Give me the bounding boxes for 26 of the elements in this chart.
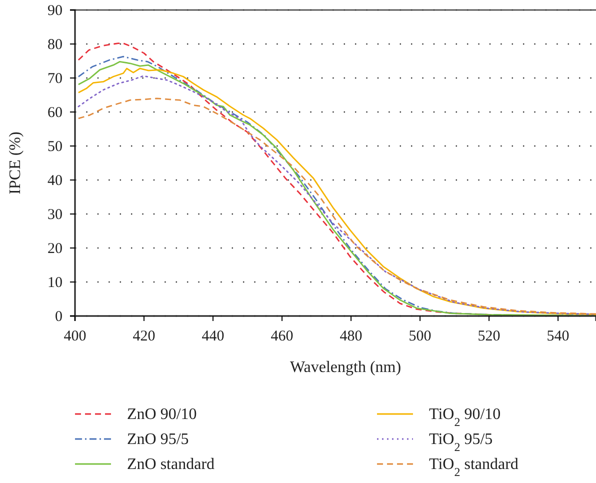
x-tick-label: 480 [340,328,362,344]
y-tick-label: 0 [55,308,62,325]
legend-label: TiO$_{2}$ 90/10 [429,406,501,429]
y-tick-label: 10 [48,274,62,291]
legend-label: TiO$_{2}$ 95/5 [429,431,493,454]
legend-label: ZnO 90/10 [127,406,197,423]
y-axis-title: IPCE (%) [7,132,24,194]
legend-label: ZnO standard [127,456,215,473]
x-tick-label: 500 [408,328,432,344]
legend-label: TiO$_{2}$ standard [429,456,518,479]
y-tick-label: 70 [48,70,62,87]
x-tick-label: 400 [64,328,86,344]
x-axis-title: Wavelength (nm) [290,359,402,376]
x-tick-label: 520 [478,328,500,344]
y-tick-label: 80 [48,36,62,53]
y-tick-label: 50 [48,138,62,155]
y-tick-label: 20 [48,240,62,257]
x-tick-label: 540 [546,328,570,344]
x-tick-label: 420 [132,328,156,344]
x-tick-label: 460 [270,328,294,344]
y-tick-label: 90 [48,2,62,19]
y-tick-label: 30 [48,206,62,223]
x-tick-label: 440 [202,328,224,344]
y-tick-label: 40 [48,172,62,189]
y-tick-label: 60 [48,104,62,121]
legend-label: ZnO 95/5 [127,431,189,448]
